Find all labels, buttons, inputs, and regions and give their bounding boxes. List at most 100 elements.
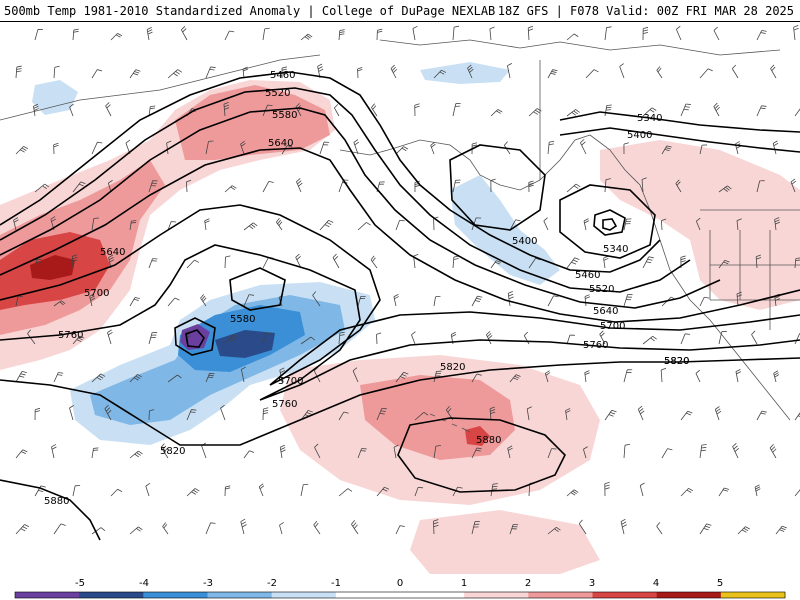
wind-barb-flag — [117, 33, 123, 37]
wind-barb-flag — [656, 66, 661, 71]
contour-label: 5820 — [160, 446, 185, 457]
wind-barb — [262, 257, 269, 269]
wind-barb-flag — [137, 526, 143, 530]
wind-barb-flag — [54, 65, 60, 68]
contour-label: 5340 — [603, 244, 628, 255]
colorbar-tick-label: 3 — [589, 578, 595, 589]
wind-barb — [393, 296, 397, 307]
wind-barb-flag — [16, 70, 22, 73]
wind-barb-flag — [44, 183, 50, 188]
wind-barb — [641, 179, 644, 193]
wind-barb-flag — [317, 66, 323, 70]
wind-barb-flag — [433, 524, 439, 528]
wind-barb-flag — [107, 409, 112, 414]
wind-barb-flag — [306, 412, 312, 415]
wind-barb-flag — [107, 329, 112, 333]
wind-barb-flag — [35, 410, 41, 413]
wind-barb — [370, 259, 378, 269]
wind-barb — [296, 181, 302, 193]
wind-barb — [319, 141, 325, 155]
wind-barb-flag — [755, 488, 761, 492]
wind-barb — [166, 142, 169, 155]
wind-barb-flag — [441, 69, 447, 73]
wind-barb-flag — [414, 103, 420, 106]
colorbar-tick-label: 0 — [397, 578, 403, 589]
wind-barb-flag — [732, 64, 737, 69]
contour-label: 5820 — [440, 362, 465, 373]
wind-barb — [547, 69, 553, 79]
wind-barb-flag — [605, 109, 612, 111]
contour-label: 5640 — [100, 247, 125, 258]
wind-barb-flag — [761, 410, 767, 413]
wind-barb-flag — [51, 444, 57, 448]
wind-barb-flag — [686, 412, 691, 416]
contour-label: 5700 — [600, 321, 625, 332]
wind-barb — [279, 447, 283, 459]
contour-labels: 5460 5520 5580 5640 5640 5700 5760 5580 … — [44, 70, 689, 507]
wind-barb — [523, 335, 530, 345]
wind-barb-flag — [714, 104, 719, 109]
wind-barb-flag — [38, 489, 44, 492]
wind-barb-flag — [545, 372, 551, 376]
wind-barb-flag — [326, 222, 332, 226]
wind-barb-flag — [774, 295, 780, 299]
contour-5340-east — [559, 111, 800, 133]
wind-barb-flag — [134, 297, 140, 300]
wind-barb-flag — [513, 377, 519, 381]
wind-barb-flag — [535, 109, 540, 114]
contour-low-inner — [593, 209, 626, 236]
wind-barb — [357, 222, 367, 231]
wind-barb-flag — [610, 412, 616, 415]
wind-barb-flag — [149, 107, 156, 110]
wind-barb — [699, 145, 703, 155]
wind-barb — [72, 181, 82, 193]
coastline-alaska — [339, 134, 591, 191]
wind-barb — [15, 146, 24, 155]
wind-barb-flag — [508, 296, 514, 300]
wind-barb — [162, 526, 169, 535]
wind-barb-flag — [263, 407, 269, 410]
wind-barb-flag — [240, 140, 245, 145]
wind-barb-flag — [488, 335, 493, 340]
contour-5880-east — [397, 417, 566, 493]
hawaii-islands — [429, 413, 471, 433]
wind-barb — [623, 369, 628, 383]
wind-barb-flag — [173, 72, 178, 77]
wind-barb-flag — [380, 410, 386, 412]
wind-barb — [509, 374, 517, 383]
wind-barb-flag — [575, 183, 581, 188]
wind-barb — [200, 297, 207, 307]
wind-barb-flag — [608, 414, 614, 417]
wind-barb-flag — [125, 139, 131, 144]
wind-barb — [167, 69, 178, 79]
wind-barb-flag — [773, 370, 779, 374]
wind-barb — [224, 334, 234, 345]
wind-barb-flag — [89, 295, 95, 299]
wind-barb-flag — [782, 525, 787, 529]
wind-barb — [713, 30, 720, 41]
wind-barb — [547, 448, 552, 459]
wind-barb-flag — [23, 146, 29, 150]
wind-barb — [656, 526, 663, 535]
wind-barb-flag — [191, 491, 196, 495]
wind-barb-flag — [53, 144, 59, 148]
wind-barb — [224, 30, 230, 41]
wind-barb — [72, 335, 80, 345]
wind-barb — [412, 28, 416, 41]
wind-barb-flag — [308, 409, 314, 413]
warm-anomaly-center — [30, 255, 75, 280]
wind-barb-flag — [641, 177, 647, 180]
wind-barb-flag — [347, 488, 353, 492]
wind-barb-flag — [639, 408, 644, 412]
wind-barb — [656, 70, 663, 79]
wind-barb — [53, 300, 62, 307]
wind-barb-flag — [603, 257, 609, 261]
wind-barb — [713, 106, 720, 117]
anomaly-map: 5460 5520 5580 5640 5640 5700 5760 5580 … — [0, 22, 800, 574]
wind-barb-flag — [133, 298, 139, 301]
wind-barb-flag — [554, 528, 559, 533]
wind-barb-flag — [281, 68, 287, 71]
wind-barb-flag — [570, 492, 576, 496]
wind-barb-flag — [393, 444, 399, 448]
wind-barb-flag — [267, 104, 273, 107]
